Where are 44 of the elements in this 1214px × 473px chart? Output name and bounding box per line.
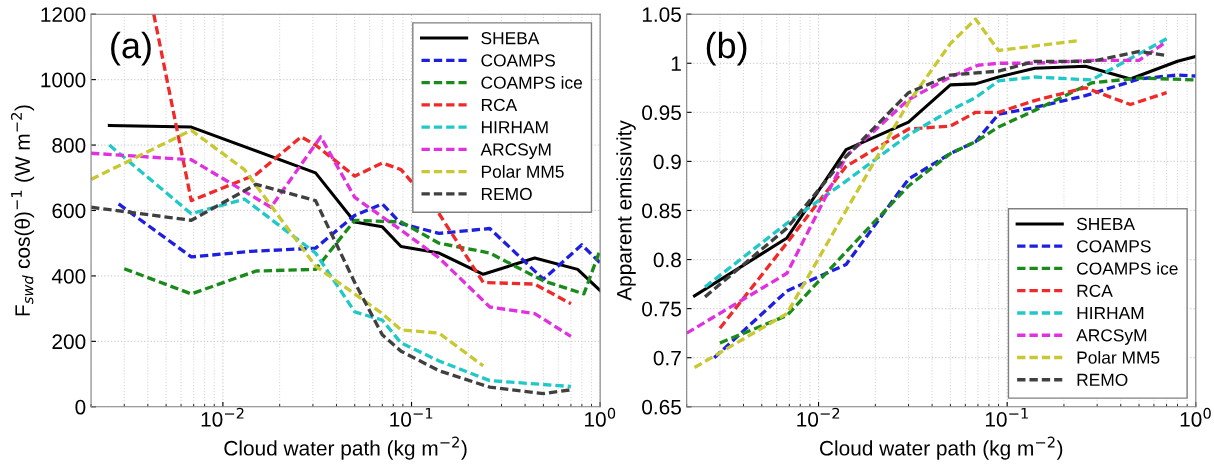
y-tick-label: 0.95 <box>642 105 681 121</box>
y-tick-label: 800 <box>52 138 86 153</box>
legend-label: Polar MM5 <box>1077 350 1160 364</box>
y-tick-label: 0.9 <box>653 154 681 170</box>
y-tick-label: 0.65 <box>642 399 681 415</box>
y-tick-label: 400 <box>51 268 86 284</box>
y-tick-label: 1.05 <box>642 7 681 22</box>
x-tick-label: 10$^{−1}$ <box>390 407 433 427</box>
legend-label: SHEBA <box>1076 217 1135 231</box>
legend-label: ARCSyM <box>1076 329 1147 345</box>
x-tick-label: 10$^{−2}$ <box>201 407 244 427</box>
y-tick-label: 0.85 <box>642 203 681 219</box>
x-tick-label: 10$^{0}$ <box>585 407 616 427</box>
legend-label: COAMPS ice <box>1077 261 1178 275</box>
annotation: (a) <box>111 31 151 66</box>
y-tick-label: 0.75 <box>642 301 681 317</box>
x-tick-label: 10$^{−1}$ <box>985 407 1028 427</box>
x-axis-title: Cloud water path (kg m$^{−2}$) <box>224 436 467 460</box>
legend-label: COAMPS ice <box>481 76 583 89</box>
legend-label: RCA <box>481 98 518 112</box>
y-tick-label: 200 <box>52 334 86 350</box>
legend-label: COAMPS <box>481 54 555 67</box>
legend-label: Polar MM5 <box>481 165 564 178</box>
y-tick-label: 0.8 <box>653 252 681 268</box>
y-axis-title: Apparent emissivity <box>616 120 636 301</box>
x-tick-label: 10$^{−2}$ <box>797 407 840 427</box>
legend-label: COAMPS <box>1077 240 1151 253</box>
y-tick-label: 1000 <box>41 72 86 88</box>
x-tick-label: 10$^{0}$ <box>1180 407 1211 427</box>
y-tick-label: 1200 <box>41 7 86 22</box>
legend-label: HIRHAM <box>481 121 548 134</box>
y-tick-label: 0.7 <box>653 350 681 366</box>
y-axis-title: F$_{swd}$ cos(θ)$^{−1}$ (W m$^{−2}$) <box>10 105 35 316</box>
legend-label: ARCSyM <box>480 143 551 160</box>
legend-label: HIRHAM <box>1077 307 1144 320</box>
legend-label: REMO <box>481 187 532 201</box>
annotation: (b) <box>706 31 747 66</box>
y-tick-label: 1 <box>671 56 681 71</box>
legend-label: SHEBA <box>481 32 540 45</box>
legend-label: REMO <box>1077 373 1128 386</box>
x-axis-title: Cloud water path (kg m$^{−2}$) <box>820 436 1063 460</box>
legend-label: RCA <box>1077 284 1113 297</box>
y-tick-label: 600 <box>52 203 86 219</box>
y-tick-label: 0 <box>75 399 86 415</box>
